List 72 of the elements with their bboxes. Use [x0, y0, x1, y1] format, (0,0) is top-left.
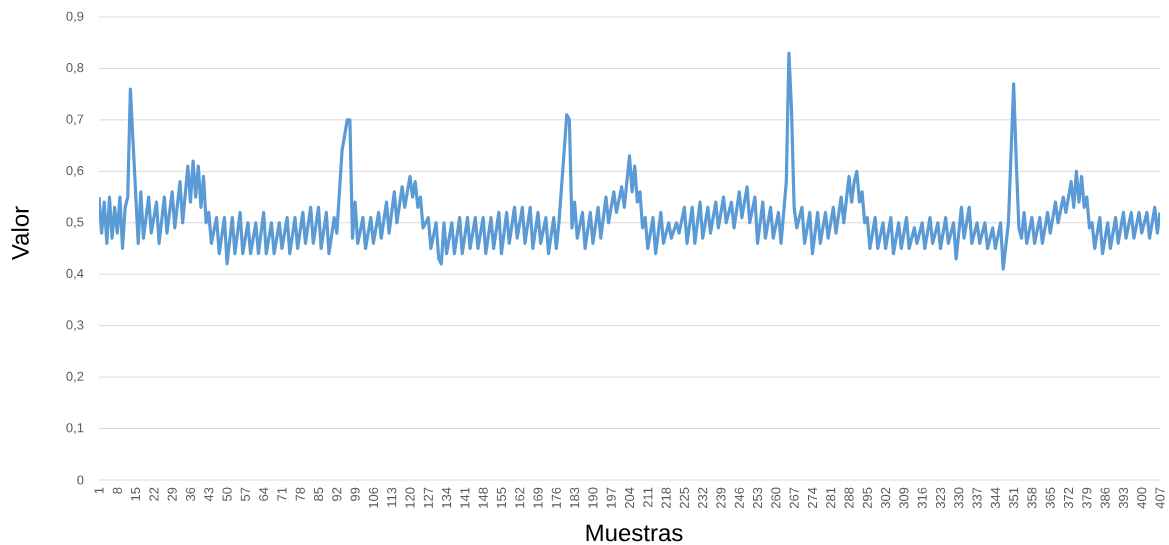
y-tick-label: 0	[77, 475, 84, 485]
x-tick-label: 92	[332, 487, 342, 501]
x-tick-label: 386	[1100, 487, 1110, 509]
x-tick-label: 330	[954, 487, 964, 509]
x-tick-label: 85	[313, 487, 324, 501]
x-tick-label: 183	[570, 487, 580, 508]
x-tick-label: 309	[899, 487, 909, 509]
x-tick-label: 239	[716, 487, 726, 509]
x-tick-label: 162	[515, 487, 525, 508]
y-tick-label: 0,2	[66, 371, 84, 383]
x-tick-label: 246	[734, 487, 744, 509]
x-tick-label: 295	[862, 487, 872, 509]
x-tick-label: 99	[350, 487, 360, 501]
x-tick-label: 78	[295, 487, 305, 501]
x-tick-label: 316	[917, 487, 927, 509]
x-tick-label: 15	[131, 487, 141, 501]
x-tick-label: 400	[1137, 487, 1147, 509]
x-tick-label: 204	[624, 487, 635, 509]
x-tick-label: 281	[826, 487, 836, 509]
x-tick-label: 344	[990, 487, 1000, 509]
x-tick-label: 337	[972, 487, 982, 509]
x-tick-label: 197	[606, 487, 616, 508]
y-axis-title: Valor	[11, 206, 29, 261]
x-tick-label: 267	[789, 487, 799, 509]
x-tick-label: 288	[844, 487, 854, 509]
x-tick-label: 29	[167, 487, 177, 501]
x-tick-label: 260	[771, 487, 781, 509]
y-tick-label: 0,1	[66, 423, 84, 434]
x-tick-label: 407	[1155, 487, 1165, 509]
x-tick-label: 365	[1045, 487, 1055, 509]
y-tick-label: 0,3	[66, 320, 84, 332]
y-tick-label: 0,5	[66, 217, 84, 229]
x-tick-label: 64	[259, 487, 269, 501]
x-tick-label: 302	[881, 487, 891, 509]
x-tick-label: 190	[588, 487, 598, 508]
y-tick-label: 0,8	[66, 63, 84, 74]
x-tick-label: 253	[752, 487, 763, 509]
x-tick-label: 36	[185, 487, 196, 502]
x-tick-label: 148	[478, 487, 488, 508]
y-tick-label: 0,9	[66, 11, 84, 23]
x-tick-label: 169	[533, 487, 543, 508]
x-tick-label: 22	[149, 487, 159, 501]
y-tick-label: 0,6	[66, 165, 84, 177]
x-tick-label: 1	[94, 487, 104, 494]
x-tick-label: 113	[387, 487, 397, 507]
x-tick-label: 274	[807, 487, 817, 509]
x-tick-label: 176	[551, 487, 561, 508]
x-tick-label: 351	[1009, 487, 1019, 509]
x-tick-label: 43	[204, 487, 214, 502]
x-tick-label: 71	[277, 487, 287, 501]
x-tick-label: 323	[935, 487, 946, 509]
x-tick-label: 372	[1063, 487, 1074, 509]
x-tick-label: 155	[496, 487, 506, 508]
x-tick-label: 106	[368, 487, 378, 508]
x-tick-label: 57	[240, 487, 250, 501]
x-tick-label: 393	[1118, 487, 1129, 509]
x-tick-label: 379	[1082, 487, 1092, 509]
x-axis-title: Muestras	[586, 524, 683, 542]
x-tick-label: 232	[698, 487, 708, 509]
x-tick-label: 134	[441, 487, 452, 508]
x-tick-label: 127	[423, 487, 433, 508]
y-tick-label: 0,4	[66, 268, 84, 280]
x-tick-label: 50	[222, 487, 232, 501]
x-tick-label: 211	[643, 487, 653, 508]
x-tick-label: 120	[405, 487, 415, 508]
x-tick-label: 358	[1027, 487, 1037, 509]
line-series	[99, 51, 1160, 271]
x-tick-label: 141	[460, 487, 470, 508]
x-tick-label: 218	[661, 487, 671, 509]
x-tick-label: 8	[112, 487, 122, 494]
y-tick-label: 0,7	[66, 114, 84, 126]
x-tick-label: 225	[679, 487, 689, 509]
